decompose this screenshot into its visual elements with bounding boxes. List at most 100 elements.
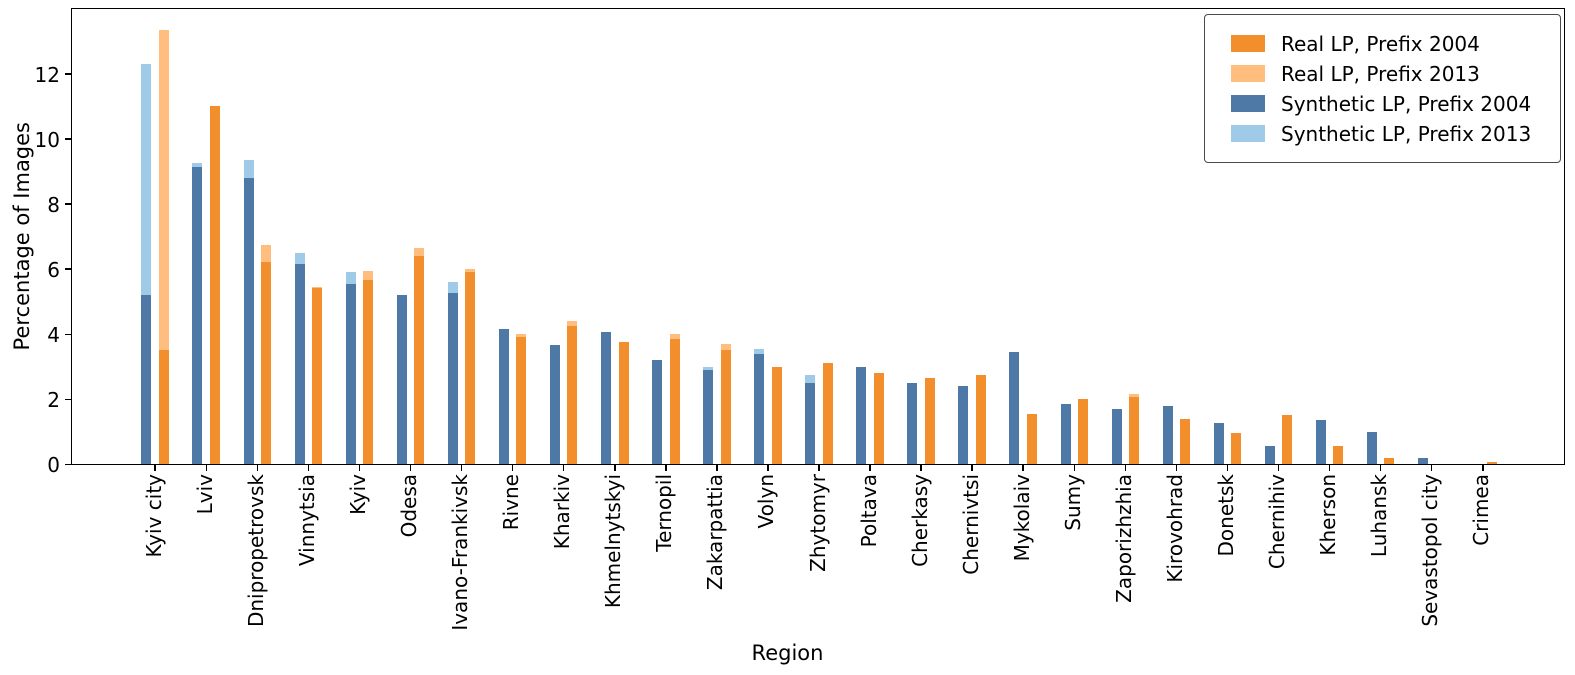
legend: Real LP, Prefix 2004 Real LP, Prefix 2013… — [1204, 14, 1561, 163]
legend-label: Real LP, Prefix 2004 — [1281, 31, 1480, 56]
y-tick-label: 10 — [34, 127, 60, 152]
bar — [669, 338, 680, 464]
x-tick-mark — [358, 465, 361, 471]
legend-swatch — [1231, 95, 1265, 112]
x-axis-label: Region — [751, 641, 824, 665]
bar — [1315, 420, 1326, 464]
x-tick-label: Zakarpattia — [703, 474, 728, 591]
x-tick-mark — [1430, 465, 1433, 471]
bar — [1111, 408, 1122, 464]
x-tick-label: Kyiv — [345, 474, 370, 515]
bar — [447, 293, 458, 464]
bar — [210, 106, 221, 464]
x-tick-mark — [716, 465, 718, 471]
x-tick-mark — [971, 465, 973, 471]
x-tick-mark — [1482, 465, 1484, 471]
x-tick-mark — [511, 465, 514, 471]
x-tick-label: Ivano-Frankivsk — [448, 474, 473, 631]
bar — [159, 30, 169, 464]
x-tick-label: Khmelnytskyi — [601, 474, 626, 609]
x-tick-mark — [767, 465, 769, 471]
x-tick-label: Volyn — [754, 474, 779, 529]
x-tick-mark — [1073, 465, 1076, 471]
x-tick-mark — [409, 465, 412, 471]
x-tick-label: Luhansk — [1367, 474, 1392, 558]
bar — [600, 332, 611, 464]
x-tick-label: Kharkiv — [550, 474, 575, 550]
bar — [363, 280, 374, 464]
bar — [1027, 413, 1038, 464]
y-tick-mark — [65, 203, 71, 205]
legend-swatch — [1231, 35, 1265, 52]
bar — [958, 386, 969, 464]
x-tick-mark — [562, 465, 565, 471]
x-tick-label: Mykolaiv — [1009, 474, 1034, 562]
x-tick-label: Kherson — [1316, 474, 1341, 556]
x-tick-label: Kyiv city — [141, 474, 166, 558]
bar — [873, 373, 884, 464]
bar — [312, 288, 323, 464]
x-tick-label: Zhytomyr — [805, 474, 830, 572]
x-tick-mark — [1124, 465, 1127, 471]
x-tick-mark — [869, 465, 871, 471]
x-tick-mark — [256, 465, 259, 471]
bar — [1009, 351, 1020, 464]
y-tick-label: 4 — [47, 322, 60, 347]
bar — [754, 353, 765, 464]
bar — [703, 369, 714, 464]
x-tick-label: Chernivtsi — [958, 474, 983, 575]
x-tick-mark — [1328, 465, 1331, 471]
bar — [1078, 399, 1089, 464]
x-tick-label: Chernihiv — [1265, 474, 1290, 570]
x-tick-label: Dnipropetrovsk — [243, 474, 268, 628]
bar — [465, 272, 476, 464]
bar — [1060, 403, 1071, 464]
y-tick-mark — [65, 398, 71, 400]
bar — [1264, 446, 1275, 464]
x-tick-label: Poltava — [856, 474, 881, 548]
bar — [618, 342, 629, 464]
x-tick-label: Kirovohrad — [1162, 474, 1187, 583]
x-tick-mark — [205, 465, 207, 471]
legend-row: Synthetic LP, Prefix 2013 — [1231, 123, 1560, 145]
bar — [141, 64, 152, 464]
x-tick-mark — [1277, 465, 1280, 471]
bar — [1282, 415, 1293, 464]
legend-row: Real LP, Prefix 2004 — [1231, 33, 1560, 55]
x-tick-label: Rivne — [499, 474, 524, 531]
x-tick-label: Crimea — [1469, 474, 1494, 546]
y-tick-label: 6 — [47, 257, 60, 282]
x-tick-mark — [920, 465, 922, 471]
x-tick-mark — [460, 465, 463, 471]
bar — [1366, 431, 1377, 464]
legend-label: Real LP, Prefix 2013 — [1281, 61, 1480, 86]
bar — [1333, 446, 1344, 464]
bar — [1231, 433, 1242, 464]
legend-swatch — [1231, 65, 1265, 82]
legend-label: Synthetic LP, Prefix 2013 — [1281, 121, 1532, 146]
bar — [414, 255, 425, 464]
y-tick-mark — [65, 268, 71, 270]
bar — [1486, 462, 1497, 464]
bar — [294, 264, 305, 464]
x-tick-label: Sumy — [1060, 474, 1085, 531]
bar — [1162, 405, 1173, 464]
bar — [141, 294, 152, 464]
bar — [1384, 457, 1395, 464]
legend-label: Synthetic LP, Prefix 2004 — [1281, 91, 1532, 116]
bar — [1417, 457, 1428, 464]
bar — [261, 262, 272, 464]
bar — [822, 363, 833, 464]
bar — [1180, 418, 1191, 464]
x-tick-label: Zaporizhzhia — [1111, 474, 1136, 603]
y-axis-label: Percentage of Images — [10, 122, 34, 351]
y-tick-label: 2 — [47, 387, 60, 412]
legend-row: Real LP, Prefix 2013 — [1231, 63, 1560, 85]
bar — [567, 325, 578, 464]
x-tick-label: Lviv — [192, 474, 217, 515]
x-tick-mark — [1379, 465, 1382, 471]
x-tick-label: Donetsk — [1213, 474, 1238, 557]
y-tick-label: 8 — [47, 192, 60, 217]
bar — [1213, 423, 1224, 464]
bar — [975, 374, 986, 464]
